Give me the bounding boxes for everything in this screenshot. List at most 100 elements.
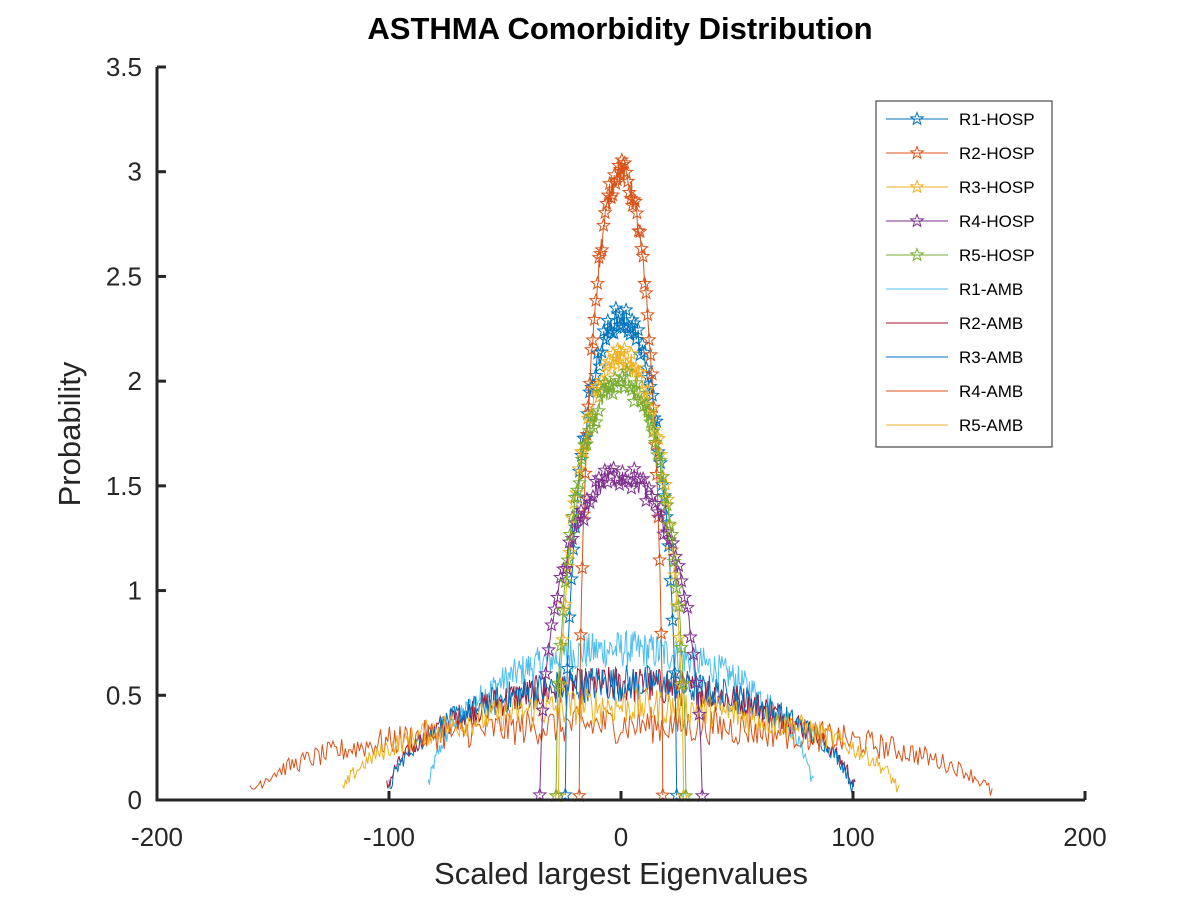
data-point [682,629,698,644]
series-line [249,705,993,796]
data-point [642,378,658,393]
legend-label: R4-HOSP [959,212,1035,231]
data-point [650,509,666,524]
data-point [581,422,597,438]
data-point [549,589,566,604]
legend-item: R1-HOSP [886,110,1035,129]
data-point [626,315,642,330]
y-tick-label: 3 [128,157,142,187]
data-point [655,787,671,802]
legend-label: R1-AMB [959,280,1023,299]
data-point [666,567,683,582]
data-point [589,275,605,290]
data-point [673,573,690,588]
data-point [609,171,625,187]
data-point [614,369,630,384]
data-point [544,617,560,632]
data-point [572,474,588,490]
legend: R1-HOSP R2-HOSP R3-HOSP R4-HOSP R5-HOSP R1-AM… [875,100,1053,448]
data-point [594,241,610,257]
data-point [618,164,634,179]
data-point [576,512,592,527]
data-point [665,612,681,627]
data-point [631,385,647,400]
data-point [626,191,642,207]
series-line [388,664,854,794]
data-point [630,363,646,379]
data-point [640,307,656,322]
data-point [651,430,667,446]
data-point [582,375,598,390]
legend-label: R3-AMB [959,348,1023,367]
data-point [605,385,621,401]
data-point [620,323,636,339]
data-point [664,526,680,542]
data-point [641,480,657,495]
x-tick-label: -200 [131,822,183,852]
data-point [623,345,639,361]
series-r3-amb [388,664,854,794]
data-point [559,660,575,676]
data-point [633,240,650,256]
data-point [555,602,571,617]
legend-label: R2-HOSP [959,144,1035,163]
data-point [638,285,654,300]
data-point [612,373,628,388]
data-point [588,292,604,308]
data-point [614,463,631,479]
data-point [557,787,573,802]
data-point [644,366,660,381]
data-point [619,363,635,378]
data-point [671,629,687,645]
data-point [579,436,595,451]
data-point [610,306,626,321]
data-point [639,381,655,397]
data-point [653,625,669,640]
data-point [652,452,668,468]
data-point [562,544,578,559]
x-axis-label: Scaled largest Eigenvalues [434,856,808,891]
data-point [638,396,654,411]
data-point [623,480,639,495]
data-point [555,631,571,647]
data-point [586,311,602,326]
y-tick-label: 0 [128,785,142,815]
data-point [600,312,616,328]
data-point [591,403,607,418]
y-tick-label: 2 [128,366,142,396]
data-point [636,344,652,359]
legend-item: R4-HOSP [886,212,1035,231]
data-point [643,347,659,362]
legend-label: R2-AMB [959,314,1023,333]
data-point [571,461,587,476]
data-point [612,161,628,176]
data-point [650,447,666,462]
data-point [652,552,668,567]
data-point [667,665,683,680]
data-point [650,504,666,519]
legend-item: R3-AMB [886,348,1023,367]
data-point [626,460,642,476]
data-point [594,475,610,490]
legend-label: R3-HOSP [959,178,1035,197]
y-tick-label: 0.5 [106,680,142,710]
series-r1-amb [427,629,815,785]
data-point [576,506,592,521]
data-point [596,217,612,232]
data-point [654,469,670,484]
series-r5-hosp [548,363,694,803]
data-point [565,508,581,523]
data-point [638,492,654,508]
data-point [641,331,657,347]
legend-marker [909,111,925,126]
data-point [535,702,551,717]
series-r2-hosp [571,152,671,803]
data-point [600,353,617,369]
data-point [676,675,692,690]
data-point [557,573,574,589]
data-point [602,377,618,392]
data-point [547,601,563,616]
data-point [605,187,621,202]
data-point [597,204,613,220]
